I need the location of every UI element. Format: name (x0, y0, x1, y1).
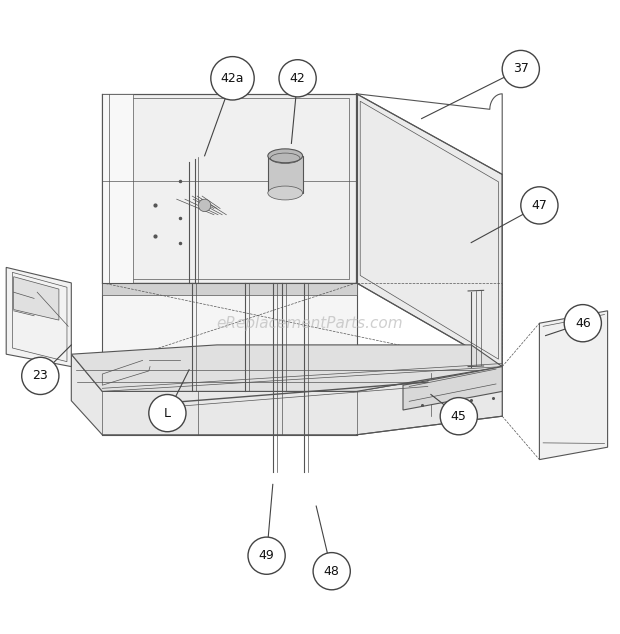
Text: 42: 42 (290, 72, 306, 85)
Text: 49: 49 (259, 549, 275, 562)
Polygon shape (71, 345, 502, 391)
Polygon shape (71, 354, 502, 435)
Polygon shape (539, 311, 608, 460)
Polygon shape (6, 268, 71, 366)
Circle shape (502, 50, 539, 87)
Text: 42a: 42a (221, 72, 244, 85)
Text: 23: 23 (32, 370, 48, 382)
Polygon shape (102, 283, 356, 391)
Circle shape (313, 553, 350, 590)
Text: 45: 45 (451, 410, 467, 423)
Text: 47: 47 (531, 199, 547, 212)
Text: eReplacementParts.com: eReplacementParts.com (216, 316, 404, 331)
Circle shape (198, 199, 211, 212)
Ellipse shape (268, 186, 303, 200)
Text: L: L (164, 406, 171, 420)
Polygon shape (403, 366, 502, 410)
Polygon shape (14, 276, 59, 320)
Ellipse shape (268, 149, 303, 163)
Text: 48: 48 (324, 565, 340, 578)
Circle shape (564, 304, 601, 342)
Polygon shape (102, 94, 356, 283)
Circle shape (279, 60, 316, 97)
Polygon shape (356, 94, 502, 366)
Circle shape (248, 537, 285, 574)
Circle shape (440, 398, 477, 435)
Polygon shape (102, 283, 356, 295)
Circle shape (149, 394, 186, 432)
Polygon shape (102, 94, 133, 283)
Text: 37: 37 (513, 63, 529, 75)
Text: 46: 46 (575, 317, 591, 330)
Circle shape (521, 187, 558, 224)
Circle shape (22, 358, 59, 394)
FancyBboxPatch shape (268, 156, 303, 193)
Circle shape (211, 56, 254, 100)
